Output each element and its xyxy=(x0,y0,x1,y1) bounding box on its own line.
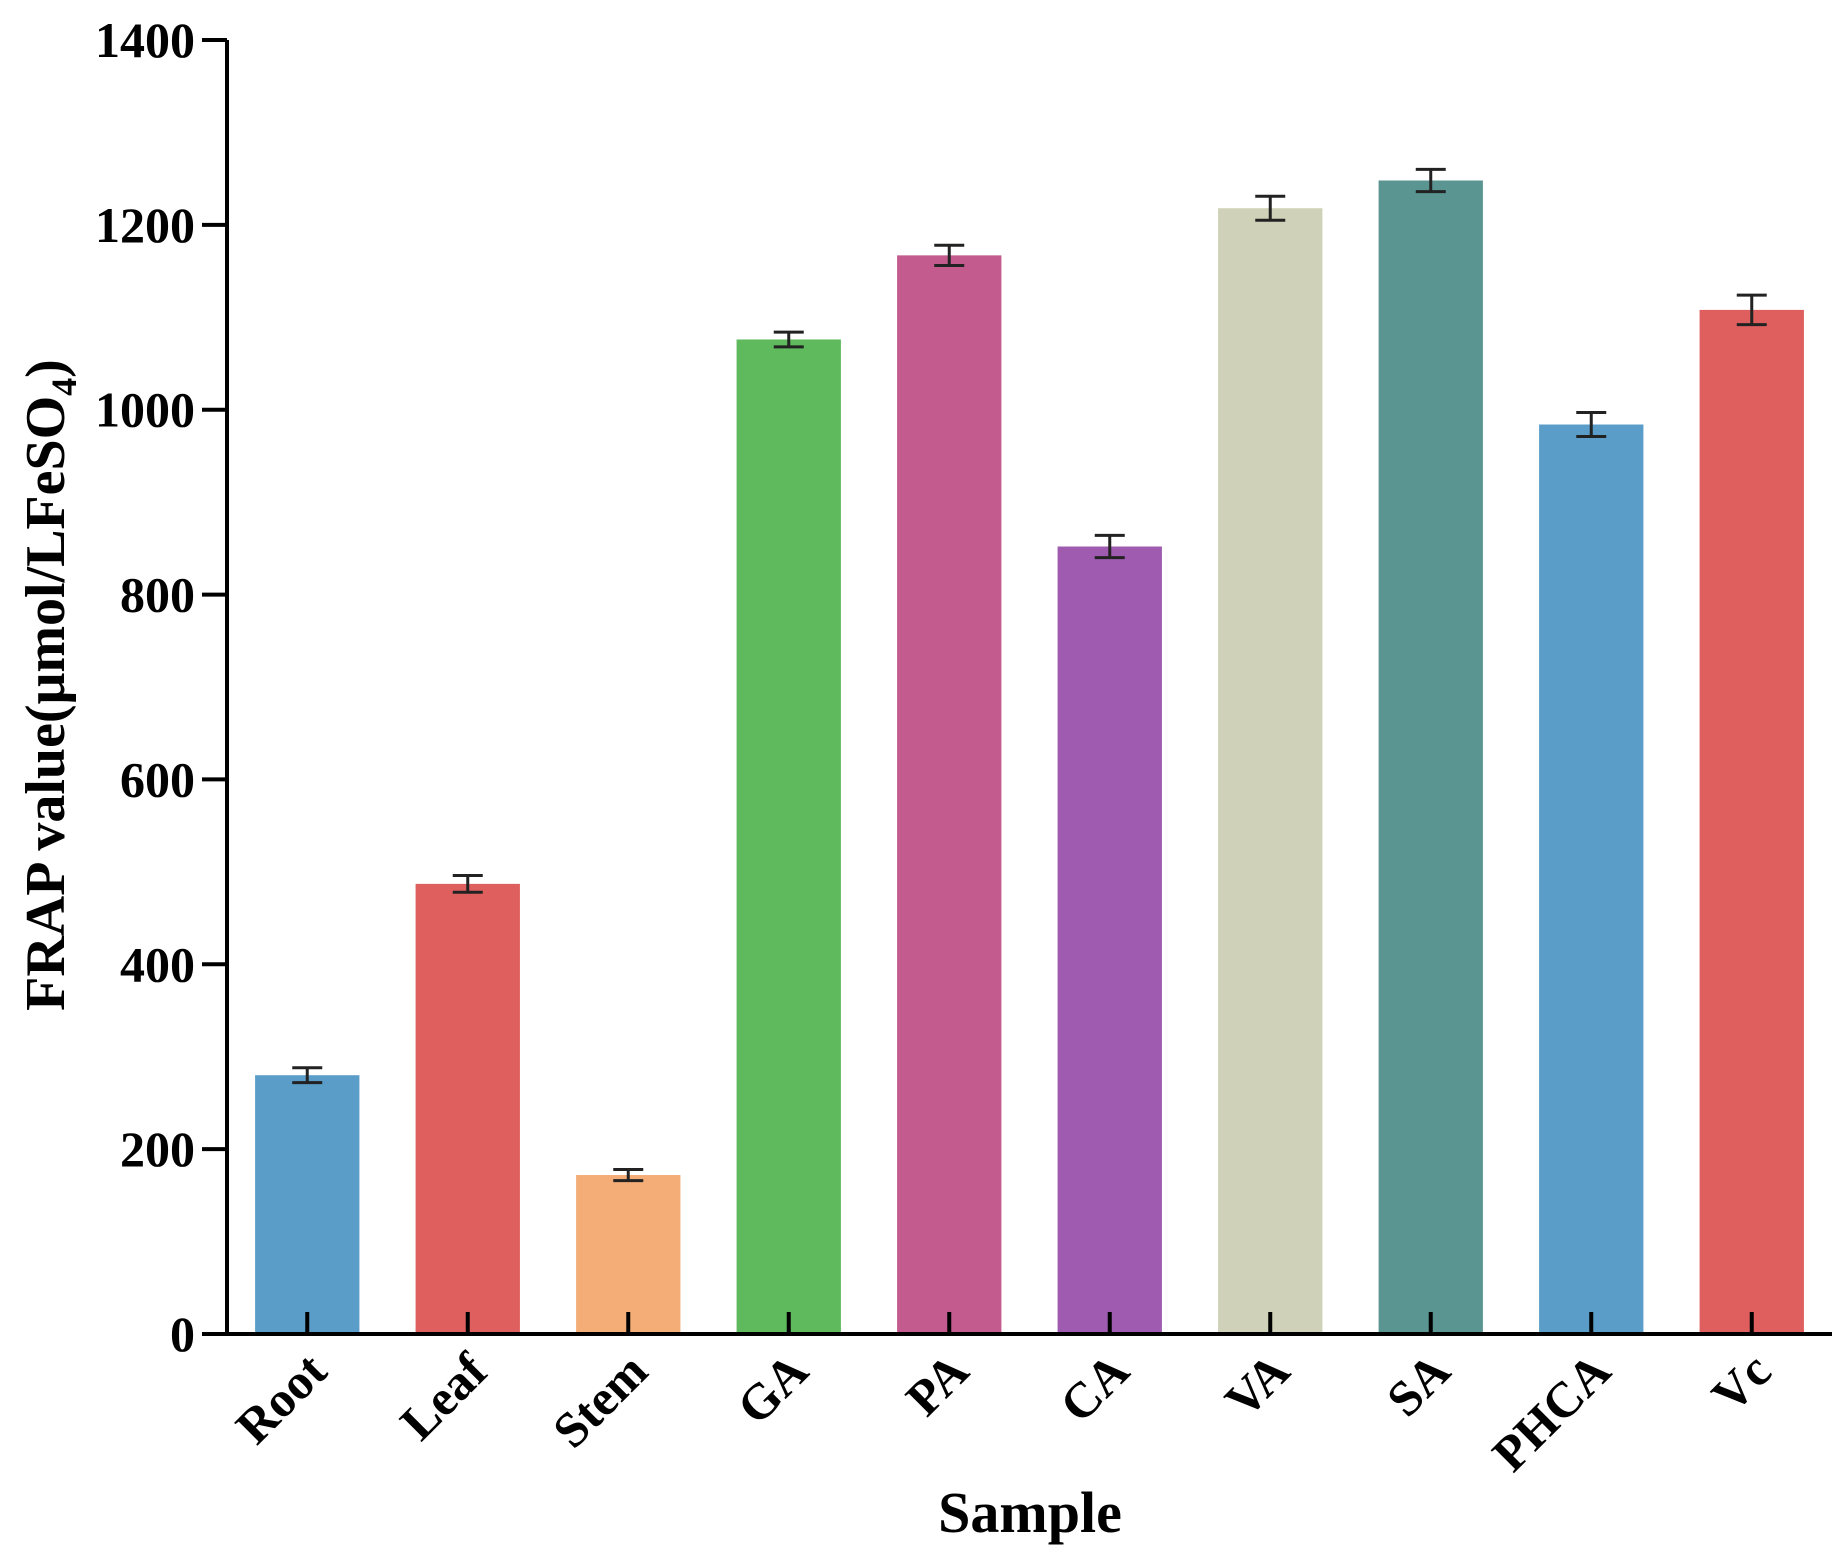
bar-va xyxy=(1218,208,1323,1335)
x-tick-label-stem: Stem xyxy=(542,1342,658,1458)
y-tick-label-1200: 1200 xyxy=(95,197,195,253)
x-tick-label-ga: GA xyxy=(726,1342,819,1435)
bars-layer xyxy=(255,180,1804,1335)
x-tick-label-vc: Vc xyxy=(1701,1342,1782,1423)
bar-stem xyxy=(576,1175,681,1334)
x-tick-label-pa: PA xyxy=(895,1342,979,1426)
bar-pa xyxy=(897,255,1002,1335)
x-ticks-layer: Root Leaf Stem GA PA CA VA SA PHCA Vc xyxy=(225,1312,1782,1482)
x-tick-label-phca: PHCA xyxy=(1481,1342,1621,1482)
x-tick-label-sa: SA xyxy=(1376,1342,1461,1427)
bar-sa xyxy=(1378,180,1483,1334)
x-tick-label-root: Root xyxy=(225,1342,338,1455)
error-bars-layer xyxy=(292,167,1767,1183)
bar-phca xyxy=(1539,424,1644,1334)
bar-ga xyxy=(736,339,841,1334)
bar-root xyxy=(255,1075,360,1334)
x-tick-label-ca: CA xyxy=(1049,1342,1140,1433)
bar-ca xyxy=(1057,546,1162,1334)
y-tick-label-0: 0 xyxy=(170,1306,195,1362)
y-ticks-layer: 0 200 400 600 800 1000 1200 1400 xyxy=(95,12,227,1362)
y-tick-label-800: 800 xyxy=(120,567,195,623)
bar-vc xyxy=(1699,309,1804,1335)
y-tick-label-200: 200 xyxy=(120,1121,195,1177)
y-tick-label-1000: 1000 xyxy=(95,382,195,438)
axes-layer xyxy=(225,40,1832,1336)
y-axis-title-close: ) xyxy=(15,359,77,378)
y-axis-title-main: FRAP value(μmol/LFeSO xyxy=(15,396,77,1011)
y-tick-label-600: 600 xyxy=(120,751,195,807)
x-tick-label-leaf: Leaf xyxy=(389,1341,498,1450)
x-axis-title: Sample xyxy=(938,1480,1122,1545)
y-axis-title: FRAP value(μmol/LFeSO4) xyxy=(15,359,84,1011)
bar-leaf xyxy=(415,883,520,1334)
y-tick-label-400: 400 xyxy=(120,936,195,992)
y-tick-label-1400: 1400 xyxy=(95,12,195,68)
y-axis-title-subscript: 4 xyxy=(44,378,84,396)
x-tick-label-va: VA xyxy=(1214,1342,1300,1428)
